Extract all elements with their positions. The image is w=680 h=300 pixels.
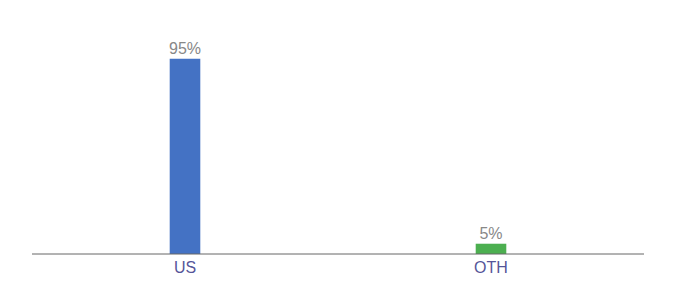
svg-text:5%: 5% [479,225,502,242]
svg-text:US: US [174,259,196,276]
svg-text:95%: 95% [169,40,201,57]
svg-text:OTH: OTH [474,259,508,276]
